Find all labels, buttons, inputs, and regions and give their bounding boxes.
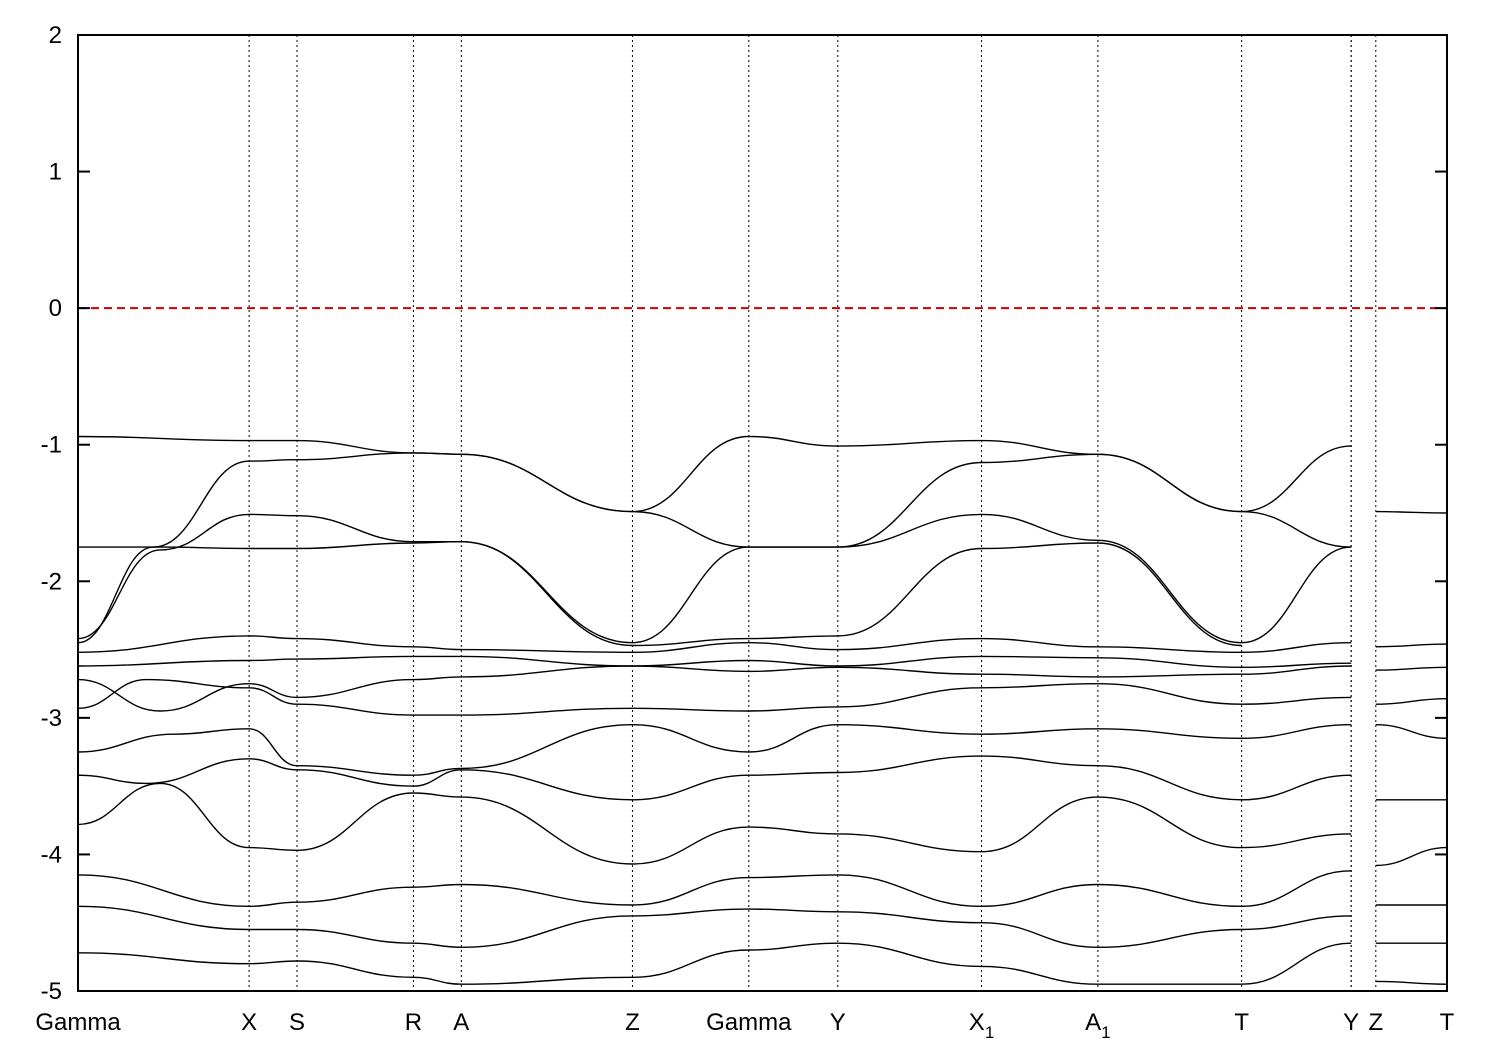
band-line-2 (78, 513, 1352, 644)
band-line-14 (1375, 510, 1447, 514)
y-tick-label: -1 (41, 432, 62, 459)
kpoint-label: S (289, 1009, 305, 1036)
kpoint-label: Z (1368, 1009, 1383, 1036)
y-tick-label: 2 (49, 22, 62, 49)
kpoint-label: Y (1343, 1009, 1359, 1036)
band-line-5 (78, 655, 1352, 669)
kpoint-label: Y (830, 1009, 846, 1036)
kpoint-label: T (1234, 1009, 1249, 1036)
kpoint-label: X1 (969, 1009, 994, 1042)
plot-frame (77, 34, 1448, 992)
band-line-0 (78, 435, 1352, 513)
y-tick-label: -3 (41, 705, 62, 732)
band-line-3 (78, 540, 1242, 647)
kpoint-label: Gamma (35, 1009, 121, 1036)
kpoint-label: T (1440, 1009, 1455, 1036)
y-tick-label: -4 (41, 841, 62, 868)
kpoint-label: R (405, 1009, 422, 1036)
band-line-13 (78, 942, 1352, 985)
band-line-15 (1375, 643, 1447, 648)
band-line-20 (1375, 846, 1447, 867)
kpoint-label: Gamma (706, 1009, 792, 1036)
kpoint-gridlines (248, 35, 1377, 991)
band-line-17 (1375, 698, 1447, 705)
y-tick-label: -2 (41, 568, 62, 595)
band-lines (78, 435, 1447, 985)
kpoint-label: A1 (1085, 1009, 1110, 1042)
kpoint-label: A (453, 1009, 469, 1036)
band-line-23 (1375, 980, 1447, 985)
band-line-16 (1375, 666, 1447, 671)
kpoint-label: X (241, 1009, 257, 1036)
band-line-9 (78, 755, 1352, 801)
y-tick-label: 1 (49, 159, 62, 186)
band-line-1 (78, 452, 1352, 644)
band-line-8 (78, 723, 1352, 776)
y-tick-label: -5 (41, 978, 62, 1005)
band-line-7 (78, 678, 1352, 716)
band-line-6 (78, 665, 1352, 712)
band-line-11 (78, 870, 1352, 908)
kpoint-label: Z (625, 1009, 640, 1036)
band-line-12 (78, 905, 1352, 949)
y-tick-label: 0 (49, 295, 62, 322)
y-axis-ticks: 2 1 0 -1 -2 -3 -4 -5 (41, 22, 1447, 1005)
band-line-4 (78, 635, 1352, 654)
band-line-18 (1375, 724, 1447, 739)
x-axis-labels: Gamma X S R A Z Gamma Y X1 A1 T Y Z T (35, 1009, 1454, 1042)
band-line-10 (78, 782, 1352, 865)
